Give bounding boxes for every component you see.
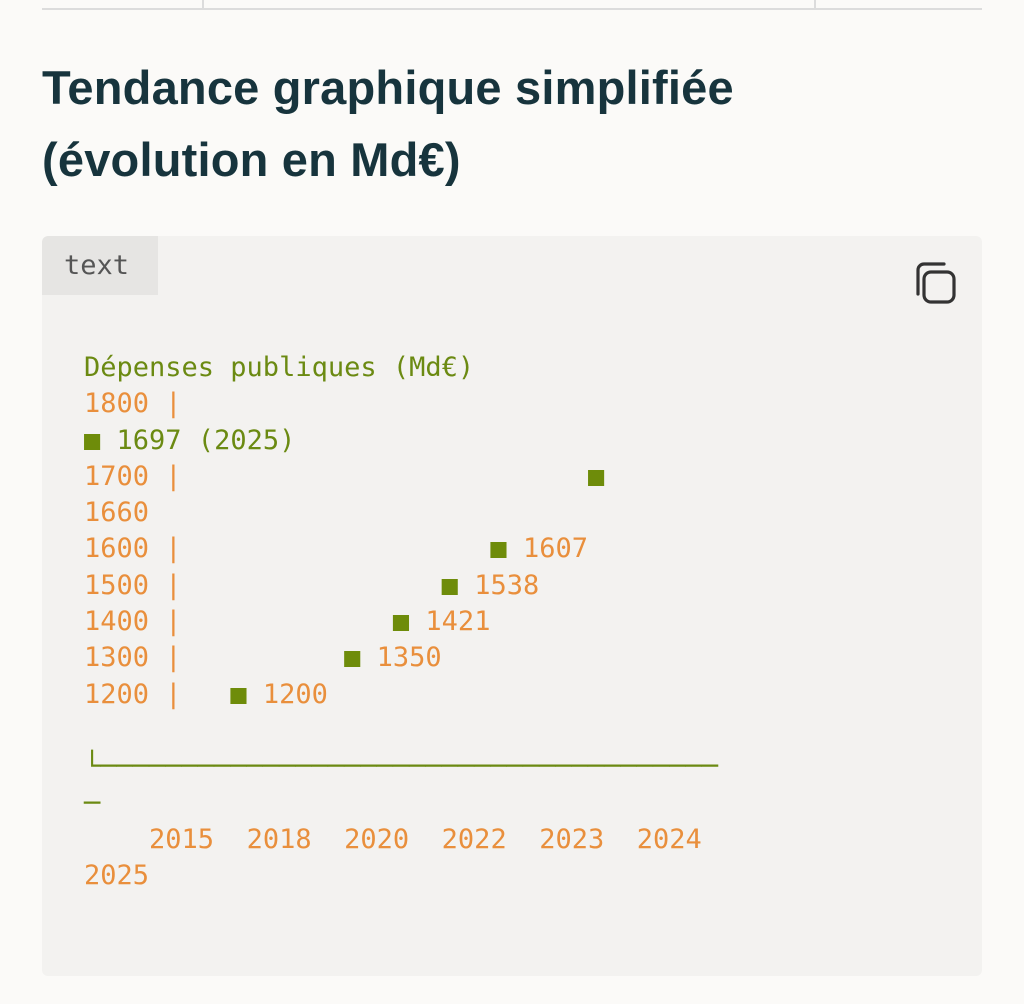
x-axis-line: └────────────────────────────────────── bbox=[84, 751, 718, 783]
section-heading: Tendance graphique simplifiée (évolution … bbox=[42, 52, 942, 196]
data-point-marker: ■ bbox=[490, 533, 507, 565]
x-tick-label: 2023 bbox=[539, 823, 605, 855]
y-tick-label: 1400 bbox=[84, 606, 150, 638]
code-line-highlight: ■ 1697 (2025) bbox=[84, 423, 718, 459]
x-tick-label: 2020 bbox=[344, 823, 410, 855]
heading-line-2: (évolution en Md€) bbox=[42, 133, 461, 186]
highlight-point-label: 1697 (2025) bbox=[116, 424, 296, 456]
point-value-label: 1607 bbox=[522, 533, 588, 565]
chart-title: Dépenses publiques (Md€) bbox=[84, 352, 475, 383]
y-tick-label: 1500 bbox=[84, 569, 150, 601]
heading-line-1: Tendance graphique simplifiée bbox=[42, 61, 734, 114]
code-line-y-1300: 1300 | ■ 1350 bbox=[84, 640, 718, 676]
y-tick-label: 1660 bbox=[84, 497, 150, 529]
copy-button[interactable] bbox=[910, 258, 962, 310]
table-column-divider bbox=[202, 0, 204, 8]
y-tick-label: 1800 bbox=[84, 388, 150, 420]
point-value-label: 1350 bbox=[376, 642, 442, 674]
data-point-marker: ■ bbox=[392, 606, 410, 638]
code-line-y-1200: 1200 | ■ 1200 bbox=[84, 677, 718, 713]
blank-line bbox=[84, 713, 718, 749]
y-tick-label: 1300 bbox=[84, 642, 150, 674]
point-value-label: 1538 bbox=[474, 569, 540, 601]
code-line-y-1660: 1660 bbox=[84, 495, 718, 531]
data-point-marker: ■ bbox=[230, 678, 247, 710]
x-tick-label: 2015 bbox=[149, 823, 215, 855]
code-line-y-1400: 1400 | ■ 1421 bbox=[84, 604, 718, 640]
x-tick-label: 2025 bbox=[84, 860, 150, 892]
x-tick-label: 2022 bbox=[441, 823, 507, 855]
code-line-y-1700: 1700 | ■ bbox=[84, 459, 718, 495]
code-line-y-1500: 1500 | ■ 1538 bbox=[84, 568, 718, 604]
axis-bar: | bbox=[165, 678, 182, 710]
data-point-marker: ■ bbox=[84, 424, 101, 456]
axis-bar: | bbox=[165, 460, 182, 492]
x-tick-label: 2018 bbox=[246, 823, 312, 855]
x-tick-label: 2024 bbox=[636, 823, 702, 855]
axis-bar: | bbox=[165, 388, 182, 420]
table-column-divider bbox=[814, 0, 816, 8]
axis-bar: | bbox=[165, 569, 182, 601]
x-tick-row-wrap: 2025 bbox=[84, 858, 718, 894]
code-block: text Dépenses publiques (Md€) 1800 | ■ 169… bbox=[42, 236, 982, 976]
data-point-marker: ■ bbox=[441, 569, 458, 601]
language-label: text bbox=[64, 250, 130, 281]
code-content: Dépenses publiques (Md€) 1800 | ■ 1697 (20… bbox=[84, 350, 718, 894]
language-tab: text bbox=[42, 236, 158, 295]
y-tick-label: 1700 bbox=[84, 460, 150, 492]
y-tick-label: 1600 bbox=[84, 533, 150, 565]
axis-bar: | bbox=[165, 533, 182, 565]
axis-bar: | bbox=[165, 642, 182, 674]
y-tick-label: 1200 bbox=[84, 678, 150, 710]
code-line-y-1600: 1600 | ■ 1607 bbox=[84, 531, 718, 567]
x-tick-row: 2015 2018 2020 2022 2023 2024 bbox=[84, 822, 718, 858]
point-value-label: 1200 bbox=[262, 678, 328, 710]
copy-icon bbox=[916, 262, 956, 304]
code-line-y-1800: 1800 | bbox=[84, 386, 718, 422]
data-point-marker: ■ bbox=[344, 642, 361, 674]
data-point-marker: ■ bbox=[587, 460, 605, 492]
point-value-label: 1421 bbox=[425, 606, 491, 638]
table-bottom-edge bbox=[42, 0, 982, 10]
axis-bar: | bbox=[165, 606, 182, 638]
x-axis-line-tail: ─ bbox=[84, 787, 101, 819]
